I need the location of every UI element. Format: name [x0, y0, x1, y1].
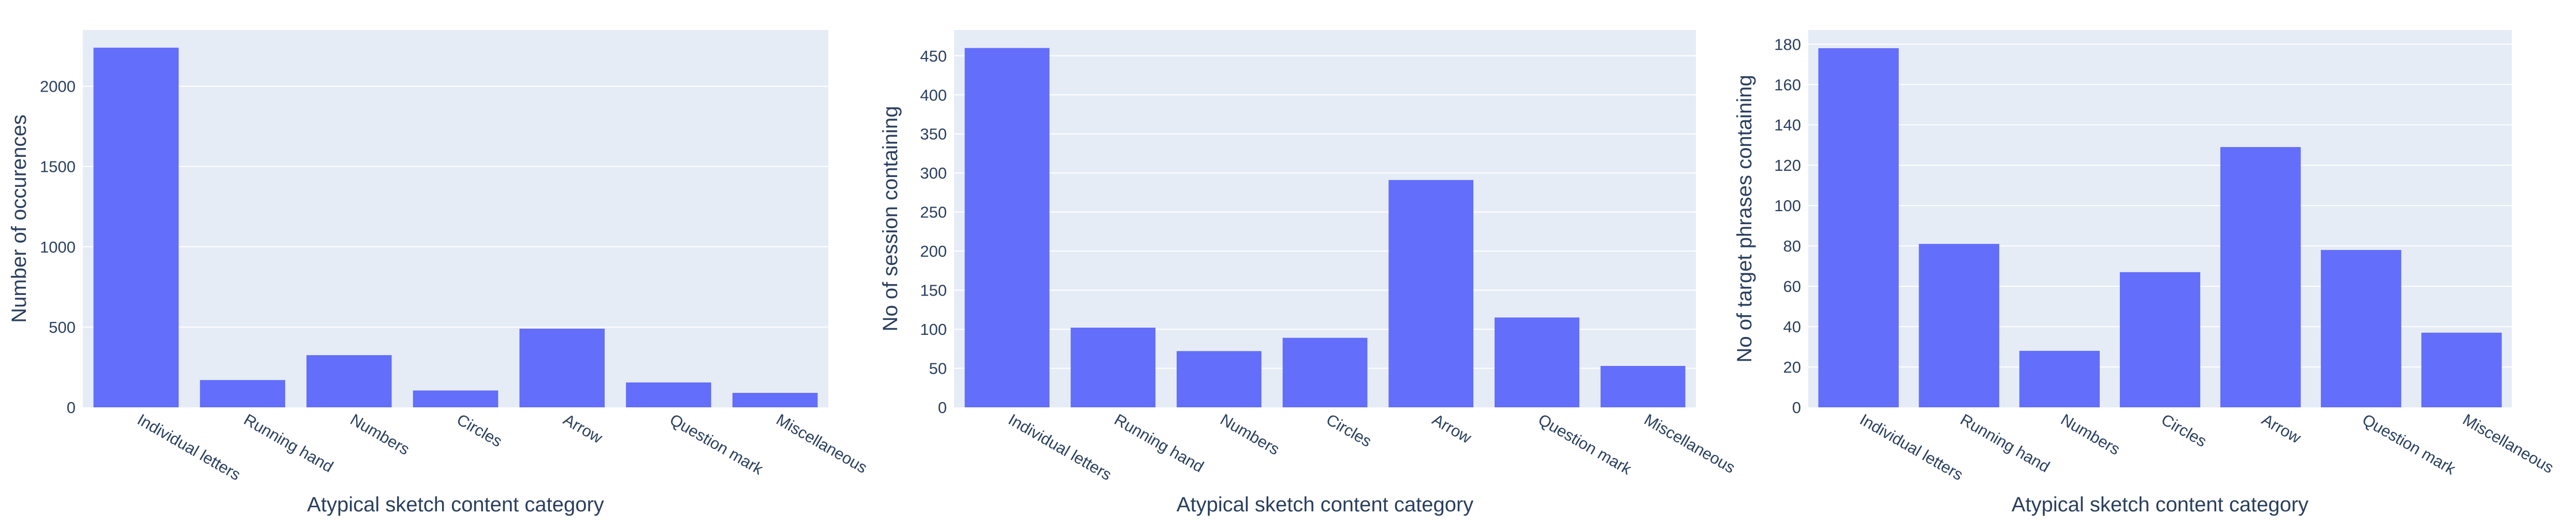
- x-tick-label: Circles: [1323, 410, 1375, 451]
- x-axis-title: Atypical sketch content category: [1177, 493, 1474, 516]
- bar: [1818, 48, 1899, 407]
- bar: [1919, 244, 1999, 407]
- y-tick-label: 300: [920, 164, 947, 182]
- y-tick-label: 0: [1792, 399, 1801, 417]
- x-tick-label: Arrow: [560, 410, 606, 447]
- y-axis-title: No of session containing: [879, 106, 902, 332]
- bar: [1282, 337, 1368, 407]
- y-tick-label: 400: [920, 86, 947, 104]
- y-tick-label: 350: [920, 125, 947, 143]
- y-axis-title: No of target phrases containing: [1733, 75, 1756, 363]
- y-tick-label: 180: [1774, 35, 1801, 53]
- x-tick-label: Question mark: [2359, 410, 2459, 478]
- x-tick-label: Individual letters: [1005, 410, 1115, 484]
- x-tick-label: Circles: [2158, 410, 2210, 451]
- x-tick-label: Numbers: [2058, 410, 2123, 459]
- x-tick-label: Circles: [454, 410, 506, 451]
- x-axis-title: Atypical sketch content category: [2012, 493, 2309, 516]
- y-tick-label: 140: [1774, 116, 1801, 134]
- x-tick-label: Numbers: [1217, 410, 1282, 459]
- y-tick-label: 40: [1783, 318, 1801, 336]
- y-tick-label: 50: [929, 360, 947, 378]
- y-axis-title: Number of occurences: [8, 114, 31, 322]
- bar: [2321, 249, 2402, 407]
- y-tick-label: 450: [920, 47, 947, 65]
- y-tick-label: 20: [1783, 358, 1801, 376]
- x-tick-label: Question mark: [1535, 410, 1635, 478]
- y-tick-label: 200: [920, 242, 947, 260]
- y-tick-label: 100: [920, 320, 947, 338]
- x-tick-label: Running hand: [1957, 410, 2053, 476]
- x-tick-label: Question mark: [667, 410, 767, 478]
- y-tick-label: 0: [938, 399, 947, 417]
- y-tick-label: 1500: [40, 158, 76, 176]
- bar: [200, 380, 285, 407]
- x-axis-title: Atypical sketch content category: [307, 493, 604, 516]
- y-tick-label: 80: [1783, 237, 1801, 255]
- bar: [1600, 366, 1686, 407]
- x-tick-label: Miscellaneous: [1641, 410, 1738, 477]
- chart-panel-1: 0 500 1000 1500 2000 Individual lettersRunnin…: [8, 30, 870, 516]
- bar: [2019, 350, 2100, 407]
- y-tick-label: 160: [1774, 76, 1801, 94]
- bar: [1071, 328, 1155, 407]
- x-tick-label: Arrow: [2259, 410, 2304, 447]
- chart-panel-3: 0 20 40 60 80 100 120 140 160 180 Individual lette…: [1733, 30, 2557, 516]
- x-tick-label: Running hand: [1111, 410, 1207, 476]
- x-tick-label: Individual letters: [134, 410, 244, 484]
- y-tick-label: 120: [1774, 156, 1801, 174]
- bar: [1176, 351, 1262, 407]
- y-tick-label: 150: [920, 282, 947, 300]
- y-tick-label: 500: [49, 318, 76, 336]
- bar: [1388, 180, 1474, 407]
- bar: [413, 390, 499, 407]
- bar: [626, 382, 711, 407]
- y-tick-label: 250: [920, 203, 947, 222]
- bar: [2220, 147, 2301, 407]
- bar: [306, 355, 392, 407]
- x-tick-label: Arrow: [1429, 410, 1475, 447]
- bar: [1495, 317, 1579, 407]
- plot-area: [83, 30, 828, 407]
- bar: [964, 48, 1050, 407]
- chart-panel-2: 0 50 100 150 200 250 300 350 400 450 Individual le…: [879, 30, 1738, 516]
- bar: [519, 328, 605, 407]
- y-tick-label: 100: [1774, 197, 1801, 215]
- y-tick-label: 0: [67, 399, 76, 417]
- x-tick-label: Numbers: [347, 410, 413, 459]
- y-tick-label: 60: [1783, 277, 1801, 296]
- bar: [93, 48, 179, 407]
- bar: [2119, 272, 2201, 407]
- y-tick-label: 2000: [40, 78, 76, 96]
- x-tick-label: Miscellaneous: [2460, 410, 2557, 477]
- y-tick-label: 1000: [40, 238, 76, 256]
- x-tick-label: Running hand: [241, 410, 336, 476]
- x-tick-label: Miscellaneous: [773, 410, 871, 477]
- x-tick-label: Individual letters: [1857, 410, 1967, 484]
- bar: [2421, 332, 2502, 407]
- bar: [732, 393, 818, 407]
